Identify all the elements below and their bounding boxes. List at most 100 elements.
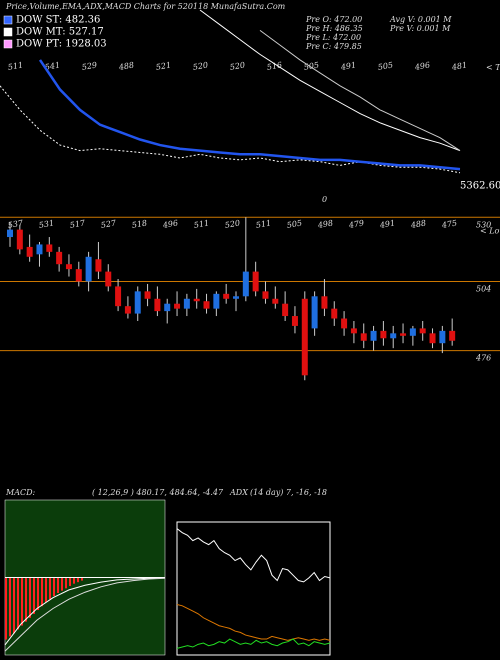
candle-body	[144, 291, 151, 299]
histogram-bar	[61, 577, 63, 591]
top-label: 529	[81, 60, 98, 72]
candle-body	[124, 306, 131, 314]
candle-body	[65, 264, 72, 270]
candle-body	[242, 271, 249, 297]
price-label: 5362.60	[460, 181, 500, 192]
series-line	[176, 638, 331, 649]
info: Pre L: 472.00	[305, 33, 361, 42]
candle-body	[7, 229, 13, 238]
low-label: 511	[193, 218, 210, 230]
candle-body	[350, 328, 357, 334]
top-label: 481	[450, 60, 468, 72]
legend-label: DOW ST: 482.36	[16, 15, 100, 26]
candle-body	[174, 303, 181, 309]
zero-label: 0	[322, 195, 327, 204]
histogram-bar	[25, 577, 27, 622]
page-title: Price,Volume,EMA,ADX,MACD Charts for 520…	[5, 2, 286, 11]
histogram-bar	[69, 577, 71, 587]
candle-body	[272, 298, 279, 304]
series-line	[199, 9, 461, 152]
histogram-bar	[17, 577, 19, 630]
candle-body	[75, 269, 82, 282]
histogram-bar	[77, 577, 79, 583]
candle-body	[233, 296, 239, 299]
legend-swatch	[3, 27, 13, 37]
candle-body	[56, 251, 63, 265]
candle-body	[449, 330, 456, 341]
candle-body	[36, 244, 43, 255]
info: Pre C: 479.85	[305, 42, 362, 51]
low-label: 517	[69, 218, 86, 230]
top-label: 505	[303, 60, 320, 72]
low-label: 498	[316, 218, 334, 230]
legend-label: DOW PT: 1928.03	[16, 39, 107, 50]
candle-body	[360, 333, 367, 341]
info: Avg V: 0.001 M	[389, 15, 452, 24]
candle-body	[380, 330, 387, 339]
histogram-bar	[5, 577, 7, 640]
info: Pre O: 472.00	[305, 15, 362, 24]
candle-body	[370, 330, 377, 341]
low-label: 496	[161, 218, 179, 230]
candle-body	[115, 286, 122, 307]
candle-body	[26, 246, 33, 257]
low-label: 518	[131, 218, 148, 230]
histogram-bar	[41, 577, 43, 607]
low-label: 511	[255, 218, 272, 230]
histogram-bar	[33, 577, 35, 614]
top-label: 511	[7, 60, 24, 72]
low-label: 491	[378, 218, 396, 230]
series-line	[259, 29, 461, 152]
histogram-bar	[29, 577, 31, 618]
adx-panel	[176, 521, 331, 656]
candle-body	[282, 303, 289, 317]
candle-body	[409, 328, 416, 336]
top-label: 488	[117, 60, 135, 72]
candle-body	[390, 333, 397, 339]
low-label: 479	[347, 218, 365, 230]
level-label: 476	[475, 354, 491, 363]
top-label: 516	[266, 60, 283, 72]
histogram-bar	[73, 577, 75, 584]
candle-body	[154, 298, 161, 312]
candle-body	[46, 244, 53, 252]
tops-label: < Tops	[486, 63, 500, 72]
histogram-bar	[53, 577, 55, 597]
candle-body	[203, 301, 210, 309]
low-label: 527	[100, 218, 117, 230]
lows-label: < Lows	[480, 226, 500, 235]
series-line	[176, 603, 331, 641]
candle-body	[262, 291, 269, 299]
low-label: 488	[409, 218, 427, 230]
candle-body	[193, 298, 200, 302]
histogram-bar	[49, 577, 51, 600]
series-line	[38, 59, 461, 171]
series-line	[4, 577, 166, 646]
candle-body	[134, 291, 141, 314]
candle-body	[400, 333, 407, 336]
low-label: 505	[286, 218, 303, 230]
top-label: 496	[413, 60, 431, 72]
series-line	[4, 577, 166, 652]
candle-body	[321, 296, 328, 309]
low-label: 537	[7, 218, 24, 230]
series-line	[176, 528, 331, 583]
macd-title: MACD:	[5, 488, 36, 497]
candle-body	[16, 229, 23, 250]
top-label: 541	[44, 60, 61, 72]
histogram-bar	[81, 577, 83, 581]
candle-body	[85, 256, 92, 282]
candle-body	[105, 271, 112, 287]
level-label: 530	[476, 220, 491, 229]
level-label: 504	[476, 284, 491, 293]
histogram-bar	[13, 577, 15, 634]
top-label: 505	[377, 60, 394, 72]
info: Pre H: 486.35	[305, 24, 363, 33]
histogram-bar	[45, 577, 47, 603]
legend-label: DOW MT: 527.17	[16, 27, 104, 38]
series-line	[0, 85, 461, 174]
candle-body	[164, 303, 171, 312]
adx-params: (14 day) 7, -16, -18	[250, 488, 327, 497]
histogram-bar	[21, 577, 23, 626]
